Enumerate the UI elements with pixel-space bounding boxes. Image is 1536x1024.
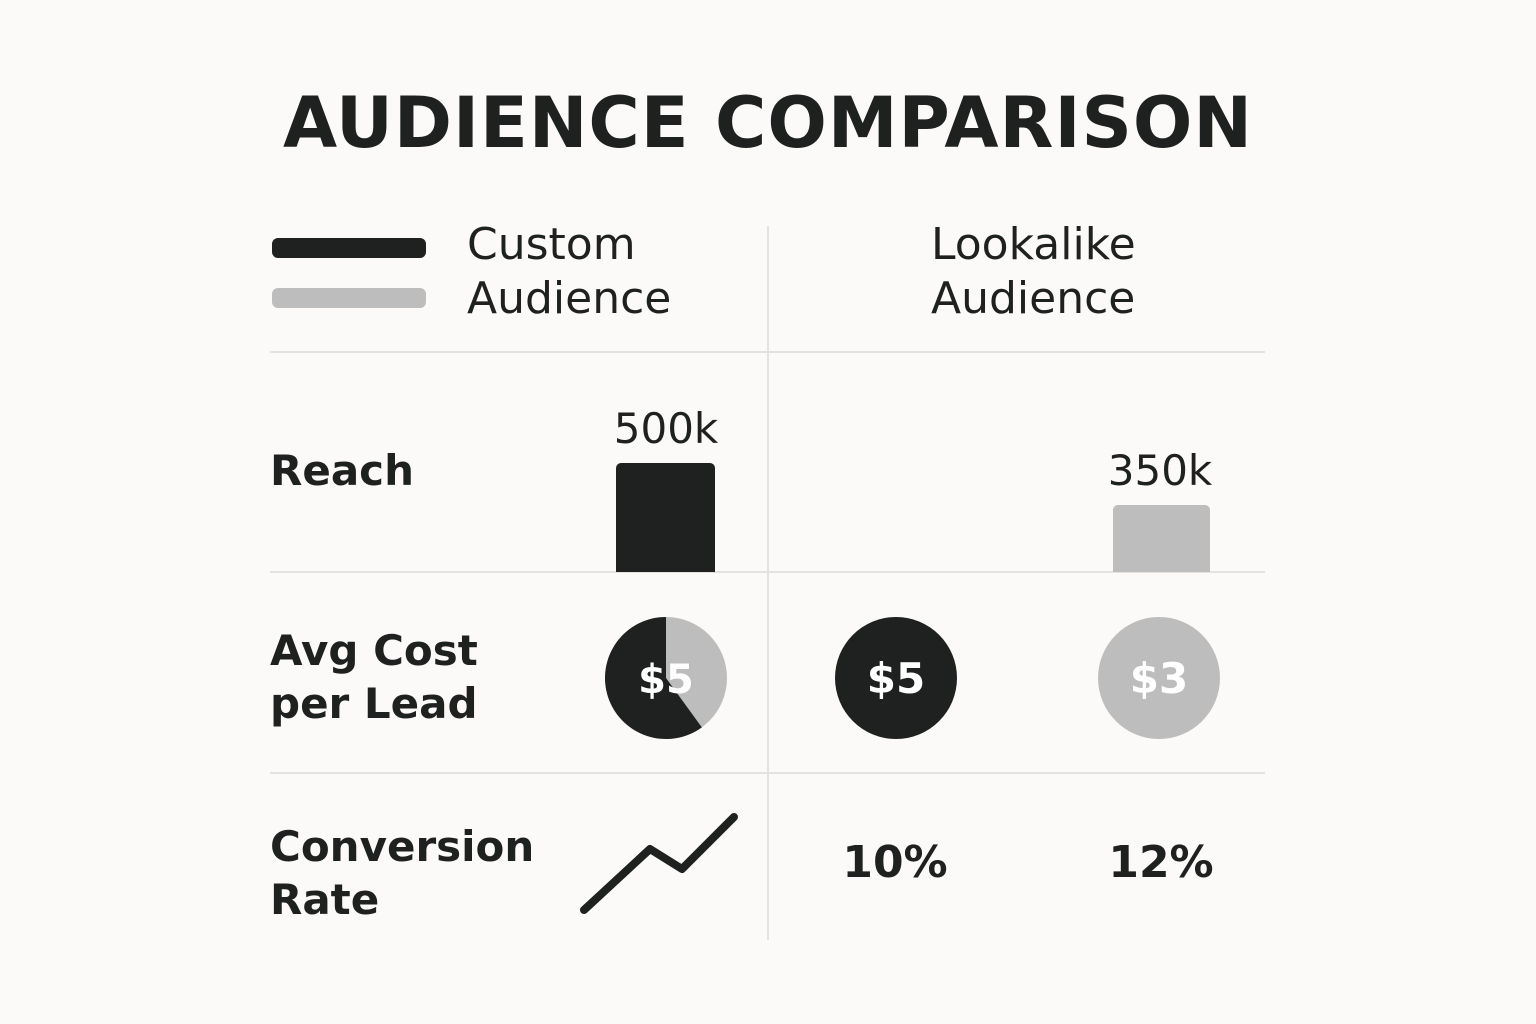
trend-line-icon bbox=[580, 813, 738, 914]
pie-label: $5 bbox=[638, 657, 694, 703]
legend-swatch-custom bbox=[272, 238, 426, 258]
legend-custom-line2: Audience bbox=[467, 273, 672, 324]
reach-custom-bar bbox=[616, 463, 715, 572]
cost-label: Avg Cost per Lead bbox=[270, 624, 478, 730]
legend-lookalike-line1: Lookalike bbox=[931, 219, 1136, 270]
legend-lookalike-line2: Audience bbox=[931, 273, 1136, 324]
conversion-label-line1: Conversion bbox=[270, 822, 535, 871]
cost-label-line2: per Lead bbox=[270, 679, 478, 728]
pie-dark-segment bbox=[605, 617, 702, 739]
legend-custom-label: Custom Audience bbox=[467, 218, 671, 326]
row-divider-cost bbox=[270, 772, 1265, 774]
trend-line-path bbox=[580, 813, 738, 914]
conversion-custom-value: 10% bbox=[842, 837, 948, 888]
reach-custom-value: 500k bbox=[613, 404, 719, 453]
column-divider bbox=[767, 226, 769, 940]
conversion-lookalike-value: 12% bbox=[1108, 837, 1214, 888]
reach-lookalike-value: 350k bbox=[1107, 446, 1213, 495]
row-divider-reach bbox=[270, 571, 1265, 573]
page-title: AUDIENCE COMPARISON bbox=[282, 82, 1253, 164]
cost-lookalike-value: $3 bbox=[1129, 653, 1189, 703]
row-divider-header bbox=[270, 351, 1265, 353]
reach-label: Reach bbox=[270, 446, 414, 495]
cost-label-line1: Avg Cost bbox=[270, 626, 478, 675]
legend-custom-line1: Custom bbox=[467, 219, 636, 270]
conversion-label: Conversion Rate bbox=[270, 820, 534, 926]
conversion-label-line2: Rate bbox=[270, 875, 380, 924]
cost-custom-circle: $5 bbox=[835, 617, 957, 739]
reach-lookalike-bar bbox=[1113, 505, 1210, 572]
legend-lookalike-label: Lookalike Audience bbox=[931, 218, 1136, 326]
cost-pie-chart: $5 bbox=[605, 617, 727, 739]
cost-lookalike-circle: $3 bbox=[1098, 617, 1220, 739]
cost-custom-value: $5 bbox=[866, 653, 926, 703]
legend-swatch-lookalike bbox=[272, 288, 426, 308]
